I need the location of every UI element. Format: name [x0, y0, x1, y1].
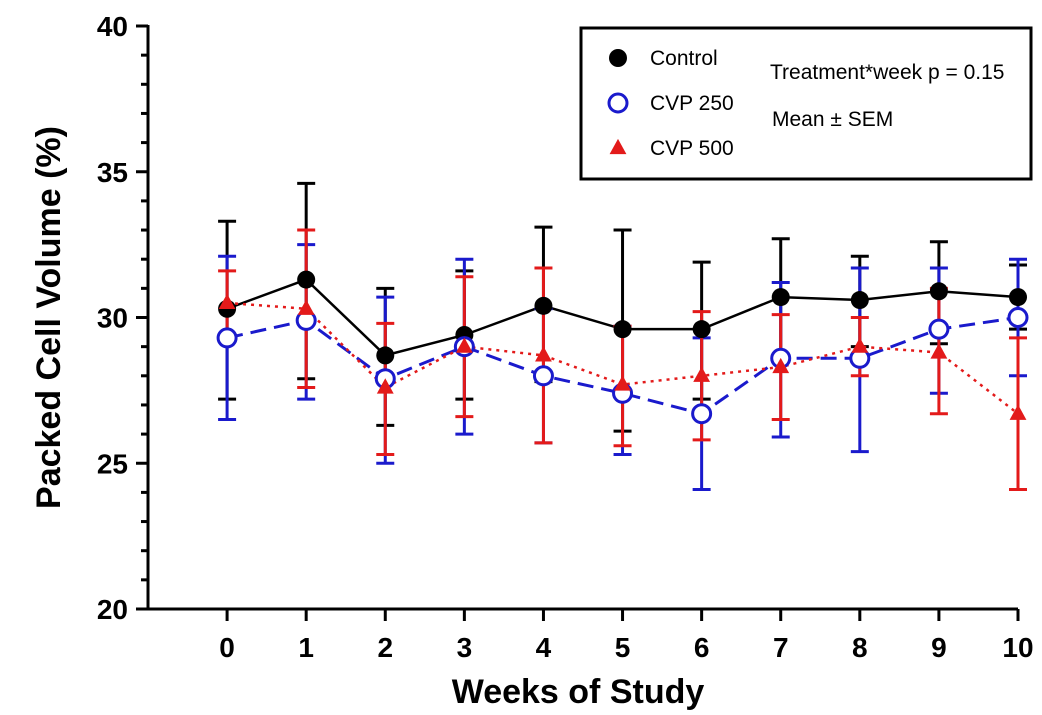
legend-marker [609, 49, 627, 67]
y-tick-label: 25 [97, 448, 128, 479]
x-tick-label: 7 [773, 632, 789, 663]
data-point [297, 299, 315, 315]
data-point [216, 327, 238, 349]
data-point [930, 343, 948, 359]
x-tick-label: 8 [852, 632, 868, 663]
data-point [850, 291, 869, 310]
data-point [693, 366, 711, 382]
data-point [929, 282, 948, 301]
x-tick-label: 6 [694, 632, 710, 663]
data-point [218, 293, 236, 310]
y-axis-title: Packed Cell Volume (%) [30, 126, 68, 509]
data-point [455, 337, 473, 353]
x-tick-label: 4 [536, 632, 552, 663]
legend-label: Control [650, 47, 718, 70]
legend-label: CVP 250 [650, 92, 734, 115]
legend-label: CVP 500 [650, 137, 734, 160]
data-point [376, 378, 394, 394]
markers-cvp-250 [216, 307, 1029, 425]
markers-cvp-500 [218, 293, 1027, 420]
data-point [613, 320, 632, 339]
x-ticks: 0 1 2 3 4 5 6 7 8 9 10 [219, 609, 1034, 663]
legend-marker [607, 92, 629, 114]
axes: 20 25 30 35 40 0 1 2 3 4 5 6 7 8 9 10 [97, 11, 1034, 663]
data-point [851, 337, 869, 353]
x-axis-title: Weeks of Study [452, 673, 705, 711]
data-point [532, 365, 554, 387]
annotation-p-value: Treatment*week p = 0.15 [770, 61, 1004, 84]
data-point [1009, 404, 1027, 420]
data-point [928, 318, 950, 340]
series-line [226, 301, 1019, 415]
y-tick-label: 30 [97, 303, 128, 334]
data-point [376, 346, 395, 365]
legend: Control CVP 250 CVP 500 Treatment*week p =… [579, 26, 1033, 181]
annotation-mean-sem: Mean ± SEM [772, 108, 893, 131]
data-point [771, 288, 790, 307]
y-ticks: 20 25 30 35 40 [97, 11, 148, 625]
x-tick-label: 2 [377, 632, 393, 663]
data-point [535, 346, 552, 362]
y-tick-label: 20 [97, 594, 128, 625]
x-tick-label: 9 [931, 632, 947, 663]
legend-marker [609, 138, 627, 155]
x-tick-label: 5 [615, 632, 631, 663]
legend-items: Control CVP 250 CVP 500 [607, 47, 734, 160]
data-point [692, 320, 711, 339]
series-line [226, 316, 1019, 416]
y-tick-label: 35 [97, 157, 128, 188]
data-point [297, 270, 316, 289]
data-point [614, 375, 631, 391]
x-tick-label: 3 [457, 632, 473, 663]
y-tick-label: 40 [97, 11, 128, 42]
x-tick-label: 10 [1002, 632, 1033, 663]
data-point [534, 296, 553, 315]
data-point [691, 403, 713, 425]
x-tick-label: 0 [219, 632, 235, 663]
data-point [1009, 288, 1027, 307]
data-point [772, 357, 790, 374]
series-layer [216, 181, 1029, 491]
data-point [1007, 307, 1029, 328]
x-tick-label: 1 [298, 632, 314, 663]
legend-box [579, 26, 1033, 181]
